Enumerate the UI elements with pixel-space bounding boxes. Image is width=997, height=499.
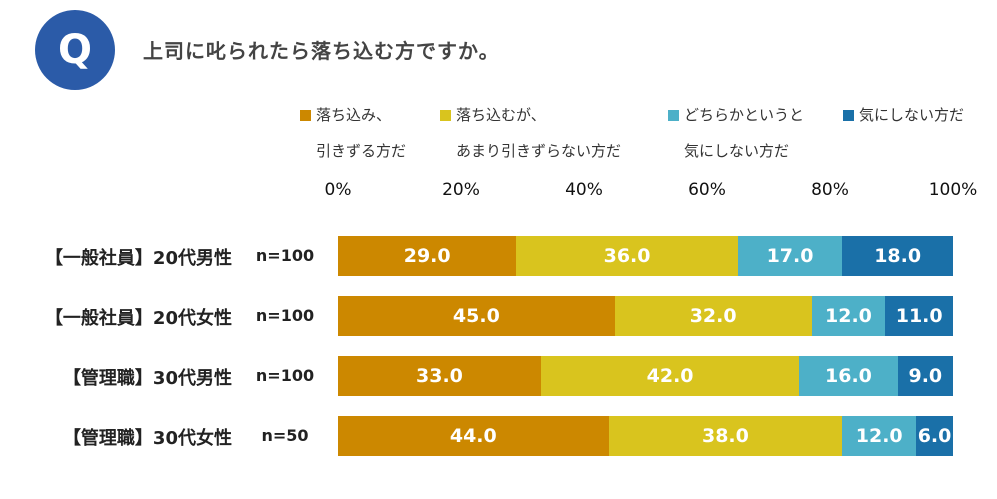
legend-item: 落ち込むが、あまり引きずらない方だ	[440, 97, 621, 169]
bar-segment: 44.0	[338, 416, 609, 456]
legend-label: どちらかというと	[684, 106, 805, 124]
tick-label: 80%	[811, 180, 849, 200]
tick-label: 40%	[565, 180, 603, 200]
bar-segment: 32.0	[614, 296, 812, 336]
bar-segment: 17.0	[737, 236, 843, 276]
legend-label: 気にしない方だ	[859, 106, 965, 124]
legend-swatch	[668, 110, 679, 121]
legend-item: 気にしない方だ	[843, 97, 964, 133]
bar-segment: 33.0	[338, 356, 541, 396]
legend-label-line2: 気にしない方だ	[684, 142, 790, 160]
bar-segment: 45.0	[338, 296, 615, 336]
bar-segment: 11.0	[885, 296, 953, 336]
category-label: 【一般社員】20代男性	[44, 248, 232, 269]
tick-label: 20%	[442, 180, 480, 200]
bar-segment: 18.0	[842, 236, 953, 276]
bar-segment: 42.0	[540, 356, 800, 396]
bar-segment: 16.0	[799, 356, 898, 396]
sample-size-label: n=100	[255, 306, 315, 325]
sample-size-label: n=100	[255, 246, 315, 265]
legend-swatch	[440, 110, 451, 121]
category-label: 【管理職】30代男性	[62, 368, 232, 389]
tick-label: 100%	[928, 180, 978, 200]
tick-label: 60%	[688, 180, 726, 200]
legend-label-line2: 引きずる方だ	[316, 142, 407, 160]
legend-label-line2: あまり引きずらない方だ	[456, 142, 622, 160]
legend-swatch	[300, 110, 311, 121]
legend-item: どちらかというと 気にしない方だ	[668, 97, 804, 169]
bar-segment: 9.0	[897, 356, 953, 396]
question-badge: Q	[35, 10, 115, 90]
legend-label: 落ち込むが、	[456, 106, 546, 124]
legend-label: 落ち込み、	[316, 106, 392, 124]
category-label: 【一般社員】20代女性	[44, 308, 232, 329]
sample-size-label: n=100	[255, 366, 315, 385]
bar-segment: 6.0	[916, 416, 953, 456]
sample-size-label: n=50	[261, 426, 309, 445]
bar-segment: 36.0	[516, 236, 738, 276]
legend-item: 落ち込み、引きずる方だ	[300, 97, 406, 169]
tick-label: 0%	[324, 180, 352, 200]
bar-segment: 29.0	[338, 236, 517, 276]
bar-segment: 12.0	[842, 416, 917, 456]
category-label: 【管理職】30代女性	[62, 428, 232, 449]
bar-segment: 38.0	[608, 416, 843, 456]
question-title: 上司に叱られたら落ち込む方ですか。	[143, 39, 500, 63]
legend-swatch	[843, 110, 854, 121]
bar-segment: 12.0	[811, 296, 886, 336]
